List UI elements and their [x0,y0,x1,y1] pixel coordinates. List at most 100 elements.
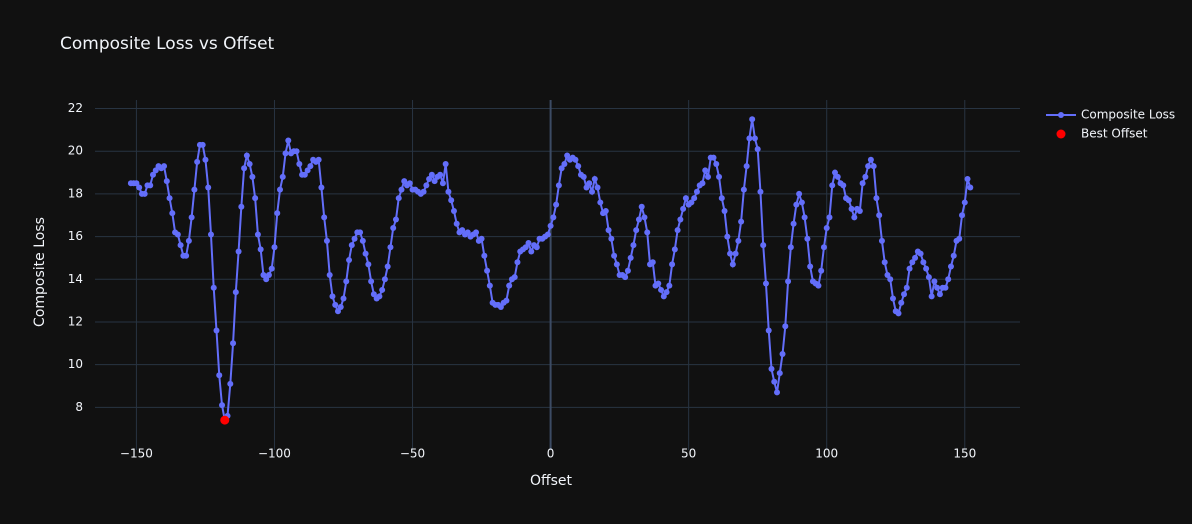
marker [870,163,877,170]
marker [459,227,466,234]
marker [721,207,728,214]
marker [611,252,618,259]
marker [746,135,753,142]
marker [671,246,678,253]
marker [964,175,971,182]
marker [738,218,745,225]
marker [268,265,275,272]
marker [732,250,739,257]
marker [357,229,364,236]
marker [967,184,974,191]
marker [658,286,665,293]
marker [442,161,449,168]
marker [166,195,173,202]
marker [749,116,756,123]
marker [851,214,858,221]
marker [575,163,582,170]
marker [945,276,952,283]
marker [735,237,742,244]
y-tick-label: 8 [75,400,83,414]
marker [381,276,388,283]
marker [514,259,521,266]
marker [205,184,212,191]
marker [528,248,535,255]
marker [942,284,949,291]
marker [550,214,557,221]
marker [729,261,736,268]
marker [503,297,510,304]
marker [334,308,341,315]
y-tick-label: 18 [68,186,83,200]
marker [862,173,869,180]
marker [906,265,913,272]
marker [185,237,192,244]
marker [307,163,314,170]
marker [699,180,706,187]
marker [925,274,932,281]
x-tick-label: −50 [400,447,425,461]
x-tick-label: 100 [815,447,838,461]
marker [188,214,195,221]
marker [796,190,803,197]
marker [274,210,281,217]
marker [136,184,143,191]
marker [889,295,896,302]
marker [359,237,366,244]
marker [561,161,568,168]
marker [511,274,518,281]
marker [263,276,270,283]
marker [183,252,190,259]
marker [923,265,930,272]
marker [174,231,181,238]
marker [931,278,938,285]
marker [497,304,504,311]
marker [257,246,264,253]
marker [426,175,433,182]
legend-marker [1058,112,1064,118]
marker [936,291,943,298]
marker [428,171,435,178]
marker [553,201,560,208]
marker [238,203,245,210]
marker [779,350,786,357]
marker [152,167,159,174]
x-tick-label: 150 [953,447,976,461]
marker [895,310,902,317]
marker [649,259,656,266]
y-tick-label: 12 [68,314,83,328]
marker [227,380,234,387]
marker [627,254,634,261]
marker [141,190,148,197]
marker [638,203,645,210]
marker [219,402,226,409]
marker [666,282,673,289]
marker [724,233,731,240]
marker [216,372,223,379]
marker [473,229,480,236]
marker [768,365,775,372]
marker [691,195,698,202]
marker [801,214,808,221]
marker [917,250,924,257]
marker [149,171,156,178]
marker [329,293,336,300]
marker [776,370,783,377]
marker [453,220,460,227]
marker [323,237,330,244]
marker [713,161,720,168]
marker [230,340,237,347]
marker [762,280,769,287]
marker [243,152,250,159]
marker [580,173,587,180]
marker [572,156,579,163]
marker [829,182,836,189]
marker [207,231,214,238]
marker [401,178,408,185]
marker [876,212,883,219]
marker [555,182,562,189]
y-tick-label: 14 [68,272,83,286]
marker [445,188,452,195]
marker [246,161,253,168]
marker [213,327,220,334]
